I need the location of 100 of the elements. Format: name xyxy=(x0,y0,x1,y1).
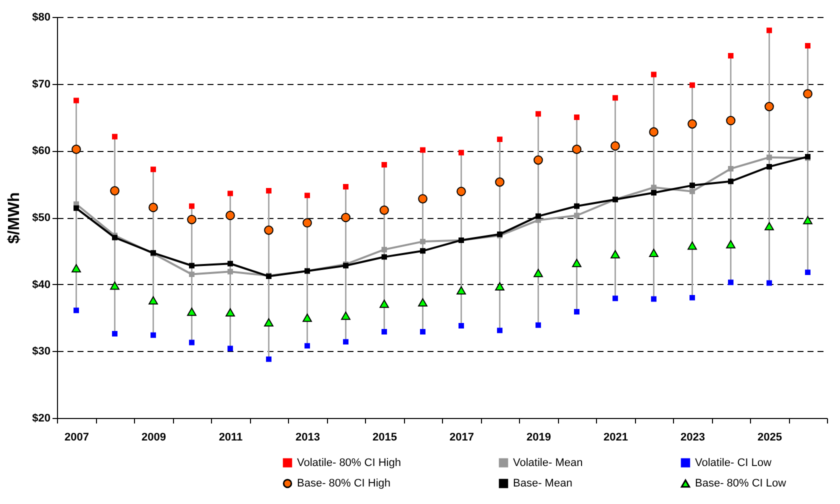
point xyxy=(382,162,387,168)
y-tick-label: $20 xyxy=(32,412,50,424)
x-tick-label: 2009 xyxy=(142,432,166,444)
point xyxy=(382,329,387,335)
point xyxy=(380,300,389,308)
point xyxy=(189,262,194,268)
point xyxy=(74,308,79,314)
point xyxy=(343,339,348,345)
point xyxy=(264,226,274,235)
point xyxy=(803,216,812,224)
point xyxy=(497,136,502,142)
point xyxy=(495,177,504,187)
legend-label: Base- Mean xyxy=(513,478,572,490)
point xyxy=(766,280,772,286)
point xyxy=(456,286,466,294)
point xyxy=(726,116,736,126)
point xyxy=(536,111,541,117)
x-tick-label: 2015 xyxy=(372,432,397,444)
point xyxy=(189,272,194,278)
point xyxy=(726,240,736,248)
point xyxy=(764,222,774,230)
x-tick-label: 2011 xyxy=(218,432,243,444)
point xyxy=(690,182,695,188)
point xyxy=(343,184,348,190)
legend-label: Volatile- 80% CI High xyxy=(297,456,401,469)
point xyxy=(649,127,658,137)
point xyxy=(458,323,464,329)
point xyxy=(264,318,274,327)
point xyxy=(304,343,310,349)
point xyxy=(112,134,118,140)
point xyxy=(302,314,312,322)
point xyxy=(110,186,120,196)
point xyxy=(766,164,772,170)
point xyxy=(266,188,272,194)
point xyxy=(572,258,582,268)
point xyxy=(651,184,656,190)
point xyxy=(766,154,772,160)
y-tick-label: $60 xyxy=(32,145,50,158)
point xyxy=(382,246,387,252)
point xyxy=(610,250,620,258)
point xyxy=(420,238,426,244)
point xyxy=(226,308,235,317)
legend-label: Volatile- Mean xyxy=(513,456,583,469)
legend-label: Base- 80% CI High xyxy=(297,478,391,490)
point xyxy=(226,210,235,220)
x-tick-label: 2025 xyxy=(758,432,782,444)
point xyxy=(728,53,734,58)
point xyxy=(228,346,233,352)
point xyxy=(150,166,156,172)
point xyxy=(534,155,543,165)
point xyxy=(187,214,196,224)
point xyxy=(458,150,464,156)
point xyxy=(74,98,79,104)
point xyxy=(764,102,774,112)
point xyxy=(766,28,772,34)
point xyxy=(610,141,620,151)
point xyxy=(228,268,233,274)
y-tick-label: $70 xyxy=(32,78,50,90)
point xyxy=(72,264,81,272)
point xyxy=(612,95,618,101)
y-tick-label: $30 xyxy=(32,346,50,358)
point xyxy=(651,190,656,196)
point xyxy=(228,260,233,266)
point xyxy=(150,332,156,338)
point xyxy=(341,312,350,320)
point xyxy=(456,186,466,196)
x-tick-label: 2007 xyxy=(64,432,89,444)
point xyxy=(803,89,812,99)
point xyxy=(495,282,504,290)
point xyxy=(651,296,656,302)
point xyxy=(690,188,695,194)
point xyxy=(418,298,428,306)
point xyxy=(690,294,695,300)
point xyxy=(228,190,233,196)
point xyxy=(612,296,618,302)
point xyxy=(341,212,350,222)
point xyxy=(420,147,426,153)
point xyxy=(304,192,310,198)
point xyxy=(74,205,79,211)
point xyxy=(728,280,734,286)
y-tick-label: $50 xyxy=(32,212,50,224)
point xyxy=(805,270,810,276)
point xyxy=(189,340,194,346)
point xyxy=(110,282,120,290)
point xyxy=(148,296,158,304)
x-tick-label: 2023 xyxy=(680,432,705,444)
point xyxy=(574,203,580,209)
point xyxy=(805,43,810,48)
point xyxy=(382,254,387,260)
x-tick-label: 2017 xyxy=(450,432,474,444)
point xyxy=(112,331,118,337)
point xyxy=(420,329,426,335)
point xyxy=(302,218,312,228)
point xyxy=(574,114,580,120)
point xyxy=(572,144,582,154)
point xyxy=(574,309,580,314)
point xyxy=(534,268,543,278)
y-tick-label: $40 xyxy=(32,278,50,291)
point xyxy=(728,166,734,172)
point xyxy=(380,205,389,215)
